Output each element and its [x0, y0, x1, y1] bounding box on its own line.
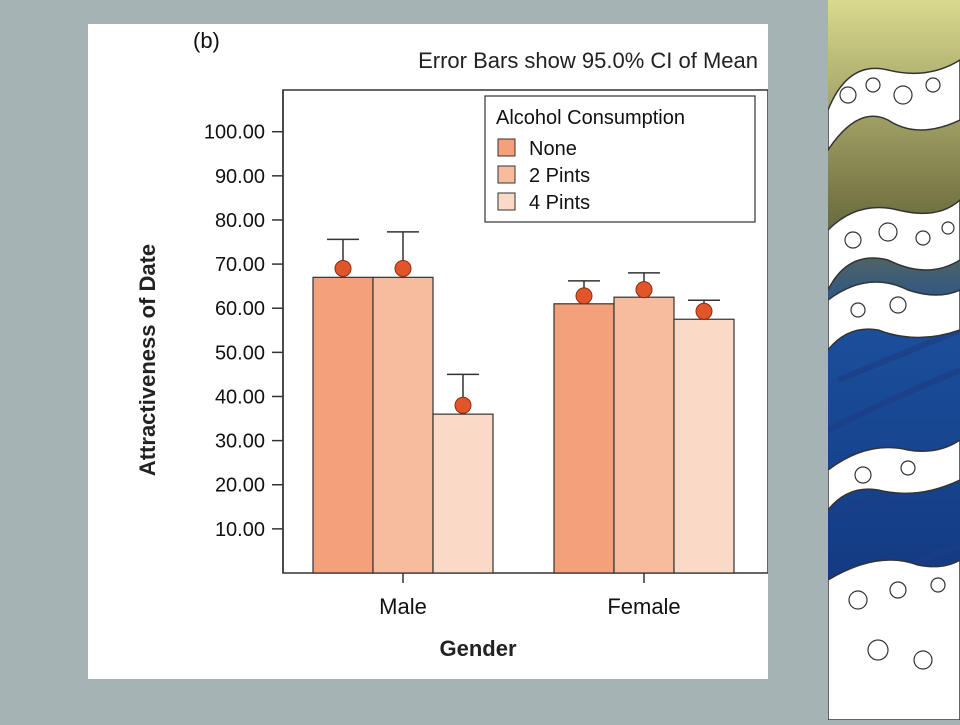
mean-marker: [454, 396, 472, 414]
y-tick-label: 50.00: [215, 342, 265, 364]
x-axis-title: Gender: [439, 636, 516, 661]
y-tick-label: 70.00: [215, 254, 265, 276]
mean-marker: [575, 287, 593, 305]
legend-swatch: [497, 138, 516, 157]
legend-label: 2 Pints: [529, 165, 590, 187]
y-axis: 10.00 20.00 30.00 40.00 50.00 60.00 70.00 80.00…: [204, 122, 283, 541]
mean-marker: [394, 260, 412, 278]
bar: [613, 296, 675, 574]
bar: [372, 276, 434, 574]
legend-swatch: [497, 192, 516, 211]
x-tick-label: Female: [607, 594, 680, 619]
y-tick-label: 10.00: [215, 519, 265, 541]
y-tick-label: 80.00: [215, 210, 265, 232]
mean-markers: [327, 231, 720, 414]
mean-marker: [334, 260, 352, 278]
mean-marker: [695, 302, 713, 320]
chart-panel: (b) Error Bars show 95.0% CI of Mean 10.…: [88, 24, 768, 679]
bar: [312, 276, 374, 574]
y-tick-label: 60.00: [215, 298, 265, 320]
y-axis-title: Attractiveness of Date: [135, 244, 160, 476]
mean-marker: [635, 281, 653, 299]
legend-box: [484, 95, 756, 223]
bar-chart: (b) Error Bars show 95.0% CI of Mean 10.…: [135, 28, 768, 661]
wave-decoration: [826, 0, 960, 721]
y-tick-label: 100.00: [204, 122, 265, 144]
bar: [673, 318, 735, 574]
wave-icon: [826, 0, 960, 721]
x-tick-label: Male: [379, 594, 427, 619]
bar: [432, 413, 494, 574]
y-tick-label: 90.00: [215, 166, 265, 188]
legend-label: 4 Pints: [529, 192, 590, 214]
bars: [312, 276, 735, 574]
bar: [553, 303, 615, 574]
panel-label: (b): [193, 28, 220, 53]
chart-subtitle: Error Bars show 95.0% CI of Mean: [418, 48, 758, 73]
x-axis: Male Female: [379, 573, 681, 619]
legend-label: None: [529, 138, 577, 160]
legend-title: Alcohol Consumption: [496, 107, 685, 129]
y-tick-label: 30.00: [215, 431, 265, 453]
y-tick-label: 40.00: [215, 386, 265, 408]
legend: Alcohol Consumption None 2 Pints 4 Pints: [484, 95, 756, 223]
y-tick-label: 20.00: [215, 475, 265, 497]
legend-swatch: [497, 165, 516, 184]
